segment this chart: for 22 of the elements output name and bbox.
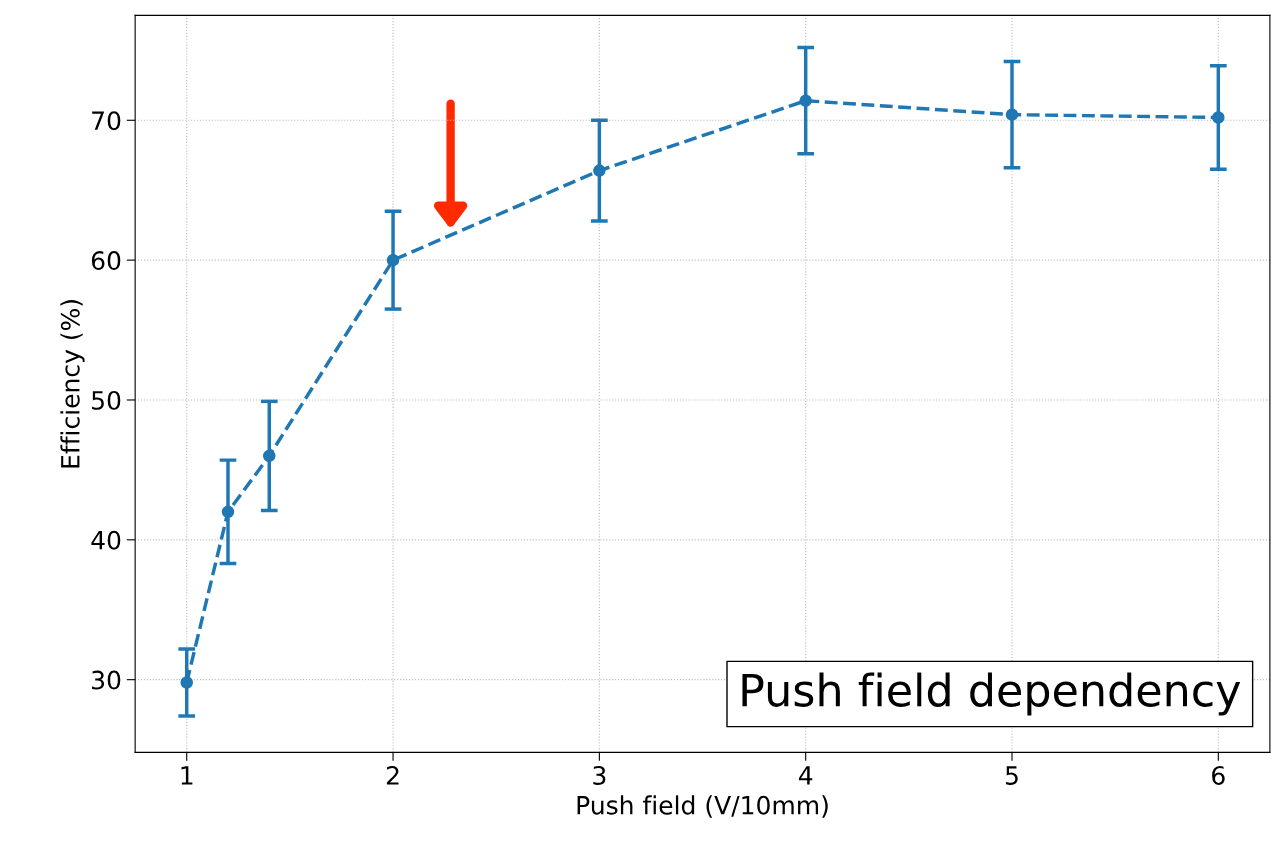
x-axis-title: Push field (V/10mm) <box>577 795 828 818</box>
y-tick-label: 70 <box>92 111 121 131</box>
y-tick-label: 60 <box>91 251 121 270</box>
x-tick-label: 1 <box>181 766 193 785</box>
y-tick-label: 40 <box>91 530 121 550</box>
x-tick-label: 2 <box>386 766 399 785</box>
y-tick-label: 30 <box>92 670 121 690</box>
point <box>221 505 235 519</box>
x-tick-label: 4 <box>798 766 813 785</box>
point <box>263 449 276 463</box>
x-tick-label: 3 <box>593 766 606 785</box>
point <box>1212 111 1225 124</box>
point <box>1005 108 1019 121</box>
point <box>799 94 812 107</box>
x-tick-label: 6 <box>1212 766 1225 785</box>
point <box>386 253 400 267</box>
point <box>593 164 606 177</box>
y-axis-title: Efficiency (%) <box>60 300 85 468</box>
point <box>180 676 193 689</box>
y-tick-label: 50 <box>92 390 121 410</box>
x-tick-label: 5 <box>1005 766 1018 785</box>
annotation: Push field dependency <box>742 672 1241 716</box>
